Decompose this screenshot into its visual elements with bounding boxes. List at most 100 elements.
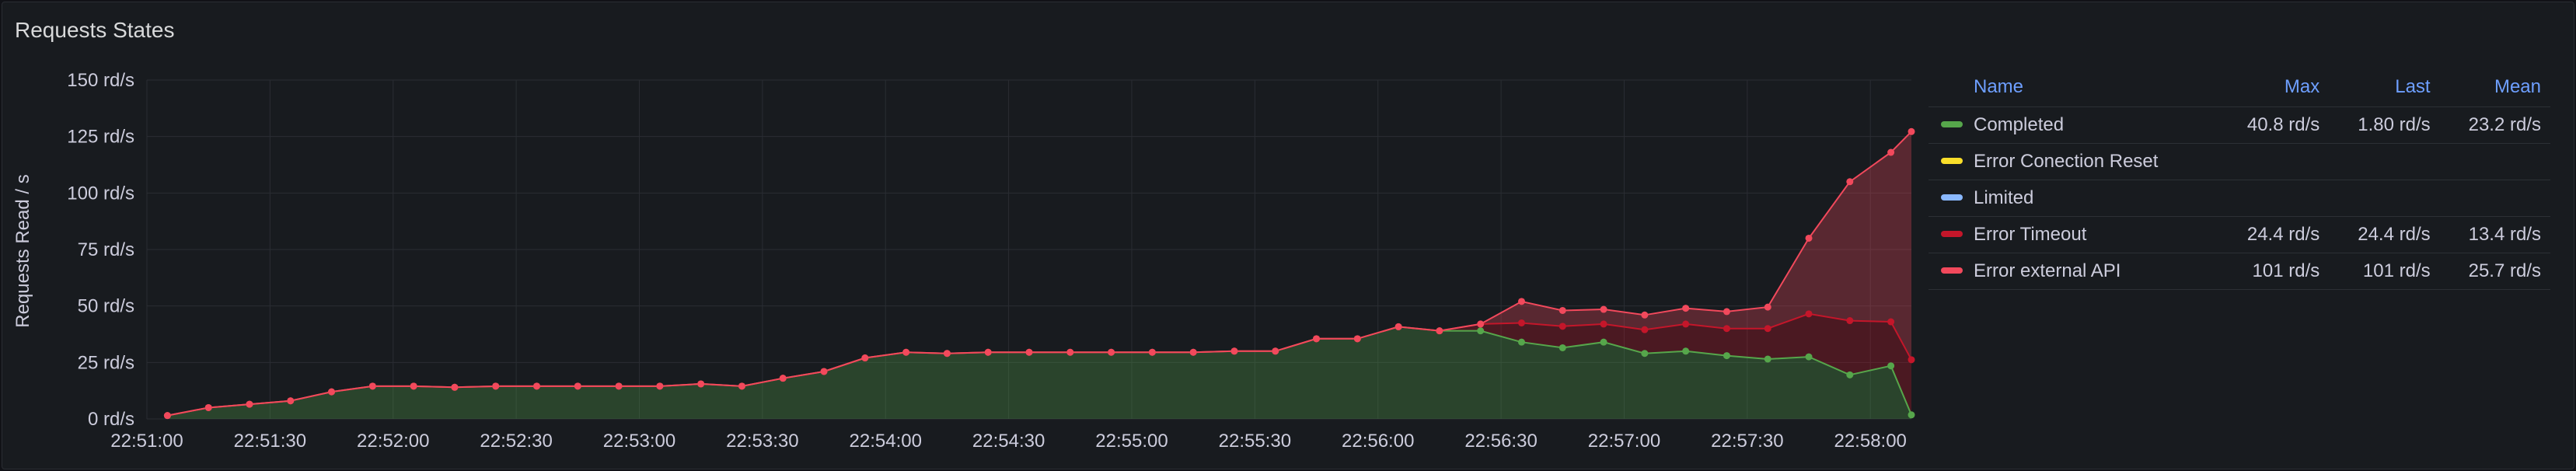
- legend-row[interactable]: Error external API 101 rd/s 101 rd/s 25.…: [1929, 253, 2550, 290]
- legend-table: Name Max Last Mean Completed 40.8 rd/s 1…: [1929, 69, 2550, 290]
- data-point-error-external-api: [1394, 323, 1402, 330]
- data-point-error-external-api: [1600, 305, 1607, 313]
- data-point-error-external-api: [328, 388, 336, 396]
- data-point-completed: [1517, 338, 1525, 346]
- y-axis-label: Requests Read / s: [12, 174, 33, 327]
- series-color-swatch: [1941, 230, 1963, 237]
- legend-header-last[interactable]: Last: [2329, 69, 2440, 107]
- data-point-error-external-api: [204, 403, 212, 411]
- x-tick-label: 22:52:00: [357, 431, 429, 452]
- line-error-external-api: [167, 131, 1912, 417]
- data-point-error-external-api: [1805, 234, 1813, 242]
- legend-series-name: Completed: [1974, 114, 2065, 135]
- data-point-error-external-api: [656, 382, 664, 390]
- data-point-error-external-api: [1436, 327, 1443, 335]
- legend-row[interactable]: Completed 40.8 rd/s 1.80 rd/s 23.2 rd/s: [1929, 106, 2550, 144]
- data-point-error-external-api: [1272, 347, 1279, 355]
- data-point-error-external-api: [1559, 306, 1566, 314]
- data-point-error-external-api: [163, 412, 171, 420]
- y-tick-label: 75 rd/s: [78, 239, 134, 260]
- x-tick-label: 22:51:00: [110, 431, 183, 452]
- legend-max: 101 rd/s: [2218, 253, 2330, 290]
- data-point-error-external-api: [574, 382, 581, 390]
- panel-title: Requests States: [15, 18, 175, 42]
- x-tick-label: 22:52:30: [480, 431, 552, 452]
- data-point-error-external-api: [246, 400, 253, 408]
- legend-max: [2218, 143, 2330, 180]
- x-tick-label: 22:58:00: [1834, 431, 1906, 452]
- x-tick-label: 22:53:00: [603, 431, 675, 452]
- data-point-error-external-api: [451, 383, 459, 391]
- legend-header-name[interactable]: Name: [1929, 69, 2218, 107]
- legend-mean: 25.7 rd/s: [2439, 253, 2550, 290]
- legend-header-max[interactable]: Max: [2218, 69, 2330, 107]
- data-point-error-timeout: [1805, 310, 1813, 318]
- series-color-swatch: [1941, 267, 1963, 274]
- x-tick-label: 22:55:00: [1095, 431, 1168, 452]
- data-point-error-timeout: [1641, 326, 1649, 333]
- series-areas: [167, 131, 1912, 419]
- x-tick-label: 22:57:00: [1588, 431, 1660, 452]
- legend-last: 101 rd/s: [2329, 253, 2440, 290]
- data-point-error-timeout: [1517, 319, 1525, 326]
- x-tick-label: 22:51:30: [234, 431, 306, 452]
- series-color-swatch: [1941, 157, 1963, 164]
- data-point-error-external-api: [1108, 348, 1115, 356]
- legend-row[interactable]: Limited: [1929, 180, 2550, 217]
- data-point-error-external-api: [1066, 348, 1074, 356]
- legend-series-name: Error Timeout: [1974, 224, 2087, 245]
- data-point-error-external-api: [1682, 305, 1690, 312]
- grid: [146, 79, 1911, 420]
- data-point-error-timeout: [1764, 325, 1771, 333]
- x-tick-label: 22:55:30: [1219, 431, 1291, 452]
- area-completed: [167, 326, 1912, 419]
- data-point-error-external-api: [1517, 298, 1525, 305]
- data-point-error-external-api: [902, 348, 910, 356]
- data-point-error-external-api: [820, 368, 828, 375]
- data-point-completed: [1805, 353, 1813, 361]
- data-point-error-timeout: [1600, 320, 1607, 328]
- data-point-completed: [1846, 371, 1854, 379]
- x-axis: 22:51:00 22:51:30 22:52:00 22:52:30 22:53:00…: [110, 431, 1907, 452]
- data-point-error-timeout: [1682, 320, 1690, 328]
- y-tick-label: 100 rd/s: [67, 183, 134, 204]
- data-point-error-external-api: [779, 375, 787, 382]
- y-tick-label: 25 rd/s: [78, 352, 134, 373]
- data-point-error-external-api: [1764, 303, 1771, 311]
- legend-series-name: Error external API: [1974, 260, 2121, 281]
- x-tick-label: 22:56:30: [1464, 431, 1537, 452]
- legend-header-mean[interactable]: Mean: [2439, 69, 2550, 107]
- data-point-error-external-api: [1477, 320, 1485, 328]
- legend-last: 1.80 rd/s: [2329, 106, 2440, 144]
- legend-series-name: Limited: [1974, 187, 2034, 208]
- data-point-error-external-api: [1908, 127, 1915, 135]
- y-tick-label: 0 rd/s: [88, 409, 134, 430]
- data-point-error-external-api: [1230, 347, 1238, 355]
- data-point-error-external-api: [1846, 178, 1854, 186]
- legend-header-row: Name Max Last Mean: [1929, 69, 2550, 107]
- x-tick-label: 22:53:30: [726, 431, 798, 452]
- y-tick-label: 50 rd/s: [78, 296, 134, 317]
- data-point-error-external-api: [1887, 148, 1895, 156]
- data-point-error-external-api: [1353, 335, 1361, 343]
- data-point-error-external-api: [1025, 348, 1033, 356]
- series-lines: [167, 131, 1912, 417]
- data-point-completed: [1887, 362, 1895, 370]
- legend-last: [2329, 143, 2440, 180]
- data-point-completed: [1600, 338, 1607, 346]
- data-point-error-external-api: [738, 382, 745, 390]
- legend-row[interactable]: Error Timeout 24.4 rd/s 24.4 rd/s 13.4 r…: [1929, 216, 2550, 253]
- series-color-swatch: [1941, 120, 1963, 127]
- legend-row[interactable]: Error Conection Reset: [1929, 143, 2550, 180]
- legend-mean: 13.4 rd/s: [2439, 216, 2550, 253]
- data-point-error-external-api: [1313, 335, 1321, 343]
- legend-series-name: Error Conection Reset: [1974, 151, 2159, 172]
- data-point-error-external-api: [1189, 348, 1197, 356]
- data-point-error-external-api: [984, 348, 992, 356]
- data-point-completed: [1908, 411, 1915, 419]
- data-point-error-external-api: [410, 382, 417, 390]
- legend-max: 24.4 rd/s: [2218, 216, 2330, 253]
- data-point-error-external-api: [492, 382, 500, 390]
- legend-last: [2329, 180, 2440, 217]
